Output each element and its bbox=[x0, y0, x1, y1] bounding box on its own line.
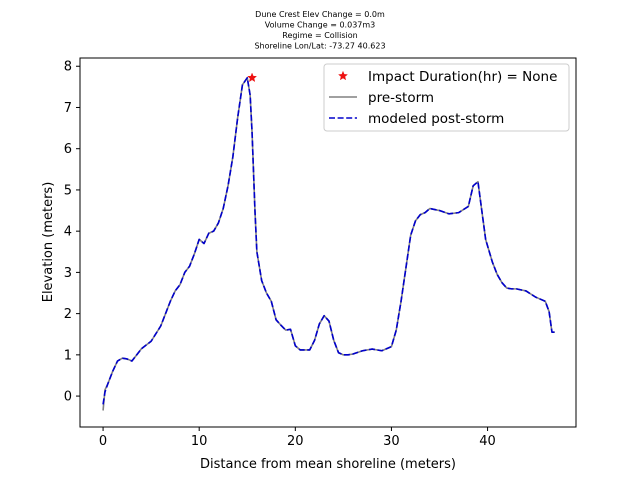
x-tick-label: 10 bbox=[191, 434, 208, 449]
post-storm-line bbox=[102, 76, 555, 405]
legend-star-icon bbox=[337, 70, 349, 81]
marker-layer bbox=[247, 72, 258, 83]
legend: Impact Duration(hr) = None pre-storm model… bbox=[323, 63, 570, 132]
title-line-1: Volume Change = 0.037m3 bbox=[265, 21, 376, 30]
y-axis-label: Elevation (meters) bbox=[41, 182, 56, 303]
y-tick-label: 8 bbox=[64, 60, 72, 75]
y-tick-label: 5 bbox=[64, 183, 72, 198]
y-tick-label: 0 bbox=[64, 390, 72, 405]
x-tick-label: 40 bbox=[479, 434, 496, 449]
x-tick-label: 20 bbox=[287, 434, 304, 449]
y-tick-label: 4 bbox=[64, 225, 72, 240]
x-axis-label: Distance from mean shoreline (meters) bbox=[200, 457, 456, 472]
legend-box bbox=[323, 63, 570, 132]
plot-frame bbox=[79, 57, 577, 428]
y-tick-label: 1 bbox=[64, 348, 72, 363]
impact-star-marker bbox=[247, 72, 258, 83]
title-line-3: Shoreline Lon/Lat: -73.27 40.623 bbox=[254, 42, 385, 51]
y-tick-label: 3 bbox=[64, 266, 72, 281]
y-tick-label: 6 bbox=[64, 142, 72, 157]
legend-label-pre-storm: pre-storm bbox=[368, 90, 434, 106]
title-line-2: Regime = Collision bbox=[282, 31, 357, 40]
x-tick-label: 30 bbox=[383, 434, 400, 449]
legend-label-marker: Impact Duration(hr) = None bbox=[368, 69, 557, 85]
y-tick-label: 2 bbox=[64, 307, 72, 322]
legend-label-post-storm: modeled post-storm bbox=[368, 111, 504, 127]
chart-title: Dune Crest Elev Change = 0.0m Volume Chan… bbox=[254, 10, 385, 51]
title-line-0: Dune Crest Elev Change = 0.0m bbox=[255, 10, 385, 19]
axis-ticks: 0 10 20 30 40 0 1 2 3 4 5 6 7 8 bbox=[64, 60, 496, 449]
y-tick-label: 7 bbox=[64, 101, 72, 116]
series-lines bbox=[102, 76, 555, 411]
x-tick-label: 0 bbox=[99, 434, 107, 449]
